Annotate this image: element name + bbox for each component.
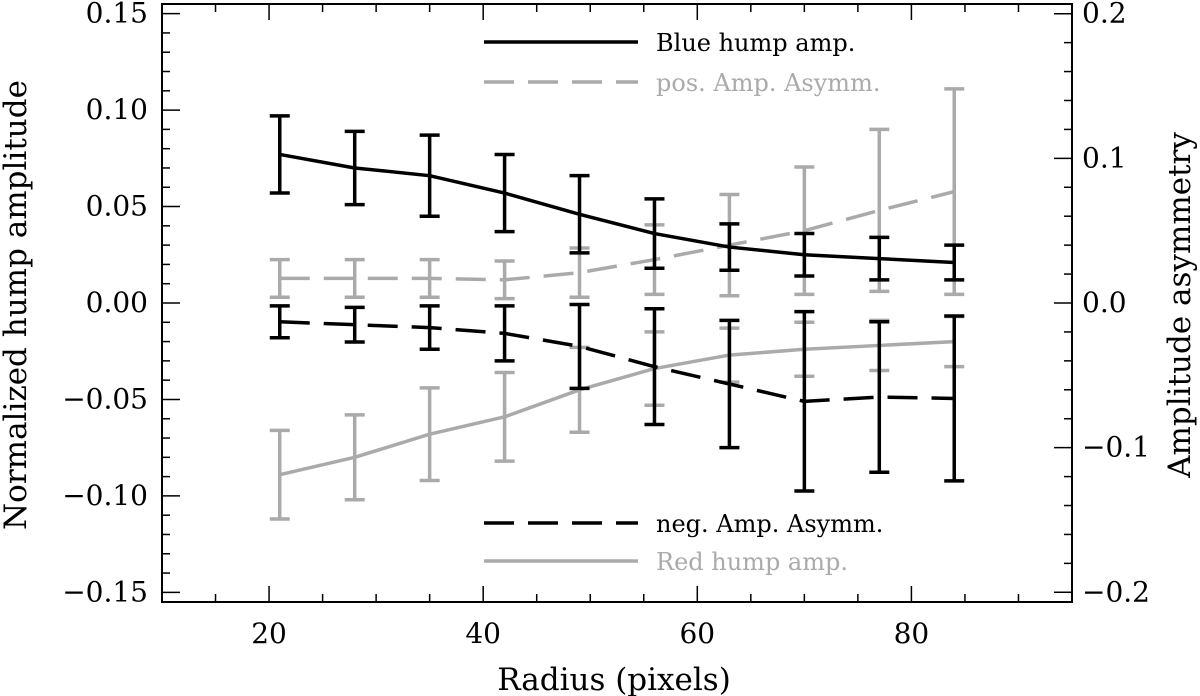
x-tick-label: 80 [894,617,930,650]
y-right-tick-label: 0.1 [1082,141,1127,174]
y-right-tick-label: 0.2 [1082,0,1127,30]
y-left-tick-label: −0.05 [62,382,148,415]
series-line [279,189,955,282]
y-left-tick-label: 0.05 [86,190,148,223]
y-left-tick-label: 0.10 [86,93,148,126]
x-tick-label: 60 [679,617,715,650]
legend-label: neg. Amp. Asymm. [656,510,883,538]
y-left-tick-label: −0.15 [62,575,148,608]
series-line [279,152,955,265]
series-line [279,339,955,477]
x-axis-label: Radius (pixels) [497,662,731,696]
series-blue-hump-amp [269,114,965,282]
y-right-tick-label: −0.2 [1082,575,1150,608]
series-line [279,320,955,404]
legend-item-pos-amp-asymm: pos. Amp. Asymm. [484,69,880,97]
y-right-tick-label: −0.1 [1082,431,1150,464]
legend-item-red-hump-amp: Red hump amp. [484,548,848,576]
legend-label: Red hump amp. [656,548,848,576]
series-pos-amp-asymm [269,87,965,301]
x-tick-label: 40 [465,617,501,650]
y-axis-right-label: Amplitude asymmetry [1162,132,1198,479]
y-left-tick-label: 0.15 [86,0,148,30]
series-red-hump-amp [269,314,965,521]
y-left-tick-label: −0.10 [62,479,148,512]
plot-frame [161,3,1073,603]
x-tick-label: 20 [251,617,287,650]
legend-item-blue-hump-amp: Blue hump amp. [484,29,855,57]
legend-label: pos. Amp. Asymm. [656,69,880,97]
y-right-tick-label: 0.0 [1082,286,1127,319]
y-axis-left-label: Normalized hump amplitude [0,80,34,530]
legend-label: Blue hump amp. [656,29,855,57]
series-neg-amp-asymm [269,302,965,493]
legend-item-neg-amp-asymm: neg. Amp. Asymm. [484,510,883,538]
y-left-tick-label: 0.00 [86,286,148,319]
